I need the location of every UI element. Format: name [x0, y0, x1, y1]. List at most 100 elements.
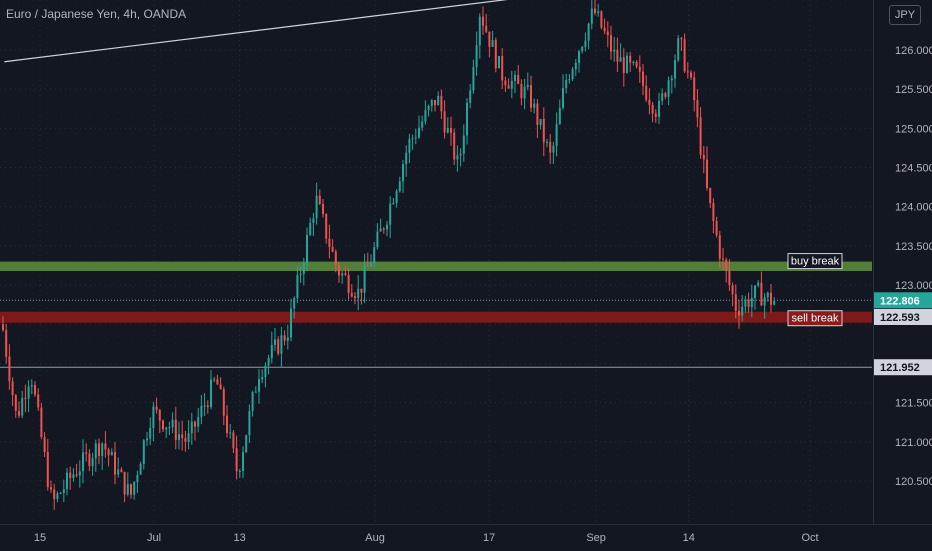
- candle-body: [200, 405, 203, 418]
- sell-break-label-box: [787, 310, 843, 327]
- candle-body: [155, 406, 158, 410]
- candle-body: [606, 31, 609, 36]
- candle-body: [392, 202, 395, 204]
- candle-body: [453, 132, 456, 160]
- candle-body: [14, 395, 17, 411]
- candle-body: [408, 138, 411, 153]
- price-tick-label: 126.000: [895, 45, 932, 57]
- candle-body: [306, 234, 308, 264]
- candle-body: [318, 195, 321, 204]
- sell-line-price-tag-box: [874, 308, 932, 325]
- price-axis[interactable]: [873, 0, 932, 524]
- candle-body: [517, 75, 520, 84]
- candle-body: [629, 55, 632, 63]
- candle-body: [331, 246, 334, 252]
- candle-body: [600, 11, 603, 28]
- candle-body: [430, 100, 433, 106]
- candle-body: [552, 145, 555, 153]
- candle-body: [34, 385, 36, 395]
- candle-body: [696, 100, 699, 118]
- candle-body: [75, 474, 78, 476]
- candle-body: [405, 152, 408, 165]
- candle-body: [725, 259, 728, 271]
- candle-body: [328, 238, 331, 247]
- candle-body: [578, 51, 580, 63]
- candle-body: [568, 79, 571, 81]
- candle-body: [152, 406, 155, 429]
- candle-body: [603, 27, 606, 32]
- candle-body: [69, 472, 72, 479]
- candle-body: [750, 298, 753, 307]
- candle-body: [133, 481, 136, 495]
- candle-body: [40, 407, 43, 438]
- candle-body: [642, 71, 644, 86]
- candles: [2, 0, 776, 510]
- candle-body: [693, 77, 696, 101]
- candle-body: [354, 296, 356, 298]
- candle-body: [469, 90, 472, 103]
- candle-body: [514, 75, 516, 81]
- candle-body: [184, 438, 187, 442]
- price-tick-label: 121.000: [895, 437, 932, 449]
- time-axis[interactable]: [0, 524, 932, 551]
- candle-body: [264, 365, 267, 377]
- candle-body: [584, 40, 587, 47]
- candle-body: [85, 452, 88, 454]
- candle-body: [357, 288, 360, 298]
- candle-body: [309, 222, 312, 235]
- time-axis-labels: 15 Jul 13 Aug 17 Sep 14 Oct: [34, 532, 819, 544]
- candle-body: [136, 474, 139, 482]
- time-tick-label: 17: [483, 532, 495, 544]
- candle-body: [11, 381, 14, 396]
- candle-body: [747, 299, 750, 307]
- candle-body: [203, 405, 206, 407]
- candle-body: [414, 137, 417, 139]
- candle-body: [245, 435, 248, 453]
- candle-body: [370, 263, 372, 267]
- candle-body: [174, 419, 177, 440]
- candle-body: [651, 104, 654, 114]
- candle-body: [114, 452, 116, 475]
- candle-body: [472, 66, 475, 91]
- candle-body: [72, 474, 75, 479]
- candle-body: [130, 484, 132, 495]
- candle-body: [222, 389, 225, 416]
- buy-zone: [0, 261, 872, 271]
- candle-body: [24, 397, 27, 399]
- price-tick-label: 120.500: [895, 476, 932, 488]
- candle-body: [350, 292, 353, 297]
- candle-body: [491, 40, 494, 47]
- candle-body: [437, 95, 440, 106]
- candle-body: [462, 135, 465, 154]
- candle-body: [421, 121, 424, 128]
- candle-body: [565, 80, 568, 89]
- candle-body: [504, 80, 507, 86]
- candle-body: [379, 228, 382, 232]
- candle-body: [494, 40, 497, 69]
- candle-body: [267, 358, 270, 366]
- candle-body: [190, 421, 193, 434]
- candle-body: [594, 8, 596, 14]
- candle-body: [270, 344, 273, 359]
- candle-body: [62, 489, 65, 494]
- candle-body: [539, 118, 542, 125]
- candle-body: [229, 432, 232, 434]
- candle-body: [197, 417, 200, 427]
- candle-body: [286, 337, 289, 341]
- candle-body: [82, 452, 84, 472]
- candle-body: [181, 434, 184, 439]
- candle-body: [232, 432, 235, 449]
- price-tick-label: 125.500: [895, 84, 932, 96]
- candle-body: [94, 443, 97, 459]
- candle-body: [382, 228, 385, 230]
- price-tick-label: 124.000: [895, 202, 932, 214]
- candle-body: [632, 61, 635, 63]
- currency-button[interactable]: JPY: [889, 5, 921, 25]
- sell-zone: [0, 311, 872, 323]
- candle-body: [418, 127, 420, 138]
- candle-body: [334, 251, 337, 266]
- candle-body: [488, 31, 491, 47]
- candle-body: [718, 235, 721, 259]
- candle-body: [734, 294, 737, 311]
- price-tick-label: 123.500: [895, 241, 932, 253]
